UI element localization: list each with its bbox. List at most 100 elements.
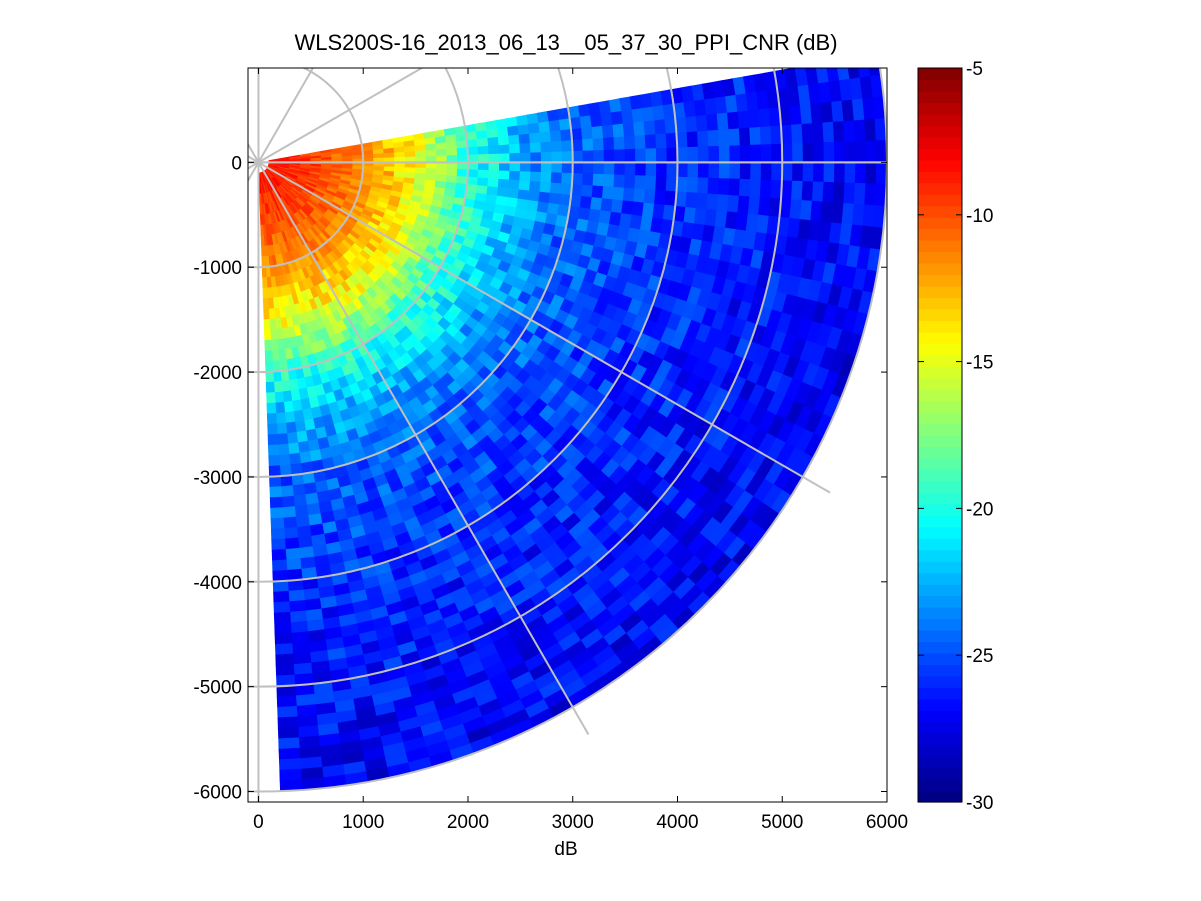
grid-spoke	[248, 161, 259, 170]
cnr-cell	[277, 443, 290, 456]
cnr-cell	[550, 140, 563, 153]
cnr-cell	[652, 203, 666, 220]
cnr-cell	[295, 515, 310, 528]
colorbar-segment	[918, 779, 962, 792]
cnr-cell	[833, 141, 846, 163]
colorbar-tick-label: -20	[966, 499, 993, 520]
cnr-cell	[635, 148, 647, 163]
cnr-cell	[706, 193, 719, 211]
cnr-cell	[539, 131, 552, 143]
cnr-cell	[631, 201, 645, 217]
cnr-cell	[591, 125, 604, 140]
cnr-cell	[446, 162, 458, 170]
cnr-cell	[519, 162, 532, 173]
cnr-cell	[820, 101, 834, 124]
cnr-cell	[593, 149, 605, 163]
colorbar-segment	[918, 526, 962, 539]
cnr-cell	[603, 149, 615, 163]
cnr-cell	[614, 162, 626, 176]
colorbar-segment	[918, 79, 962, 92]
cnr-cell	[771, 162, 783, 182]
y-tick-label: -5000	[193, 678, 242, 699]
cnr-cell	[288, 452, 302, 466]
colorbar-tick-label: -30	[966, 793, 993, 814]
cnr-cell	[686, 177, 699, 194]
cnr-cell	[435, 148, 448, 157]
colorbar-segment	[918, 480, 962, 493]
cnr-cell	[676, 176, 689, 193]
cnr-cell	[267, 444, 280, 457]
cnr-cell	[383, 152, 395, 159]
colorbar-segment	[918, 228, 962, 241]
cnr-cell	[603, 162, 615, 176]
cnr-cell	[592, 137, 605, 152]
cnr-cell	[266, 392, 276, 404]
cnr-cell	[683, 206, 697, 225]
cnr-cell	[707, 177, 720, 195]
cnr-cell	[477, 153, 490, 163]
colorbar-segment	[918, 113, 962, 126]
cnr-cell	[498, 153, 511, 163]
cnr-cell	[801, 123, 814, 144]
cnr-cell	[549, 182, 562, 195]
cnr-cell	[518, 133, 531, 145]
cnr-cell	[281, 380, 291, 393]
cnr-cell	[509, 162, 521, 172]
colorbar-segment	[918, 262, 962, 276]
cnr-cell	[275, 664, 295, 677]
cnr-cell	[613, 136, 626, 151]
colorbar-segment	[918, 733, 962, 746]
colorbar-segment	[918, 515, 962, 528]
cnr-cell	[697, 162, 710, 179]
colorbar-segment	[918, 320, 962, 333]
cnr-cell	[823, 162, 835, 183]
cnr-cell	[519, 152, 532, 163]
colorbar-segment	[918, 125, 962, 138]
cnr-cell	[645, 148, 657, 163]
cnr-cell	[270, 528, 286, 540]
cnr-cell	[281, 495, 295, 508]
cnr-cell	[643, 120, 656, 136]
cnr-cell	[266, 402, 277, 415]
colorbar-segment	[918, 217, 962, 230]
colorbar-segment	[918, 572, 962, 585]
cnr-cell	[739, 144, 752, 163]
cnr-cell	[262, 277, 268, 289]
cnr-cell	[854, 162, 867, 184]
cnr-cell	[747, 196, 761, 216]
cnr-cell	[718, 162, 731, 180]
cnr-cell	[822, 121, 835, 143]
cnr-cell	[802, 142, 815, 163]
cnr-cell	[844, 141, 856, 163]
x-tick-label: 1000	[342, 812, 384, 833]
colorbar-segment	[918, 366, 962, 379]
cnr-cell	[269, 486, 283, 499]
cnr-cell	[288, 600, 306, 613]
cnr-cell	[695, 192, 709, 210]
cnr-cell	[810, 102, 824, 124]
colorbar-segment	[918, 274, 962, 287]
cnr-cell	[274, 391, 285, 404]
cnr-cell	[284, 537, 300, 550]
cnr-cell	[831, 100, 845, 123]
cnr-cell	[641, 202, 655, 219]
colorbar-segment	[918, 171, 962, 184]
cnr-cell	[799, 103, 813, 125]
cnr-cell	[750, 162, 762, 181]
cnr-cell	[571, 172, 584, 186]
cnr-cell	[272, 580, 289, 593]
colorbar-segment	[918, 607, 962, 620]
colorbar-segment	[918, 710, 962, 723]
cnr-cell	[781, 162, 794, 182]
cnr-cell	[276, 695, 297, 708]
cnr-cell	[277, 705, 298, 719]
cnr-cell	[728, 178, 741, 197]
cnr-cell	[272, 559, 288, 572]
grid-spoke	[257, 161, 831, 494]
cnr-cell	[277, 716, 299, 729]
cnr-cell	[527, 122, 541, 135]
cnr-cell	[528, 181, 541, 193]
cnr-cell	[271, 349, 280, 362]
cnr-cell	[540, 141, 552, 153]
cnr-cell	[644, 134, 657, 150]
